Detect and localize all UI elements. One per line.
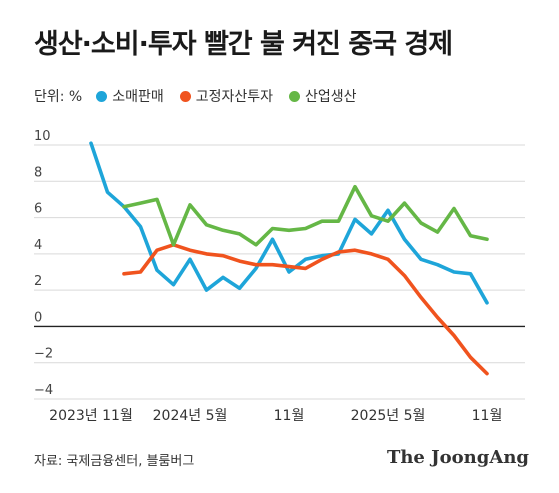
x-tick-label: 2025년 5월 [351,408,426,424]
legend-swatch-retail [96,90,108,102]
x-tick-label: 11월 [472,408,503,424]
y-tick-label: −2 [34,347,53,362]
y-tick-label: 10 [34,129,51,144]
y-tick-label: −4 [34,383,53,398]
source-note: 자료: 국제금융센터, 블룸버그 [34,454,195,469]
legend: 단위: % 소매판매 고정자산투자 산업생산 [34,86,373,106]
legend-item-retail: 소매판매 [96,86,164,106]
legend-label-industrial: 산업생산 [305,89,357,105]
legend-item-investment: 고정자산투자 [179,86,274,106]
unit-label: 단위: % [34,89,83,105]
y-tick-label: 4 [34,238,42,253]
legend-swatch-investment [179,90,191,102]
series-line-1 [122,243,489,376]
legend-label-retail: 소매판매 [112,89,164,105]
x-tick-label: 2024년 5월 [153,408,228,424]
x-tick-label: 2023년 11월 [49,408,133,424]
y-tick-label: 2 [34,274,42,289]
y-tick-label: 8 [34,165,42,180]
legend-swatch-industrial [289,90,301,102]
series-line-2 [122,184,489,247]
x-tick-label: 11월 [274,408,305,424]
legend-item-industrial: 산업생산 [289,86,357,106]
y-tick-label: 6 [34,202,42,217]
brand-logo: The JoongAng [386,447,529,468]
chart-title: 생산·소비·투자 빨간 불 켜진 중국 경제 [34,29,453,60]
legend-label-investment: 고정자산투자 [195,89,274,105]
series-line-0 [89,141,489,305]
y-tick-label: 0 [34,310,42,325]
